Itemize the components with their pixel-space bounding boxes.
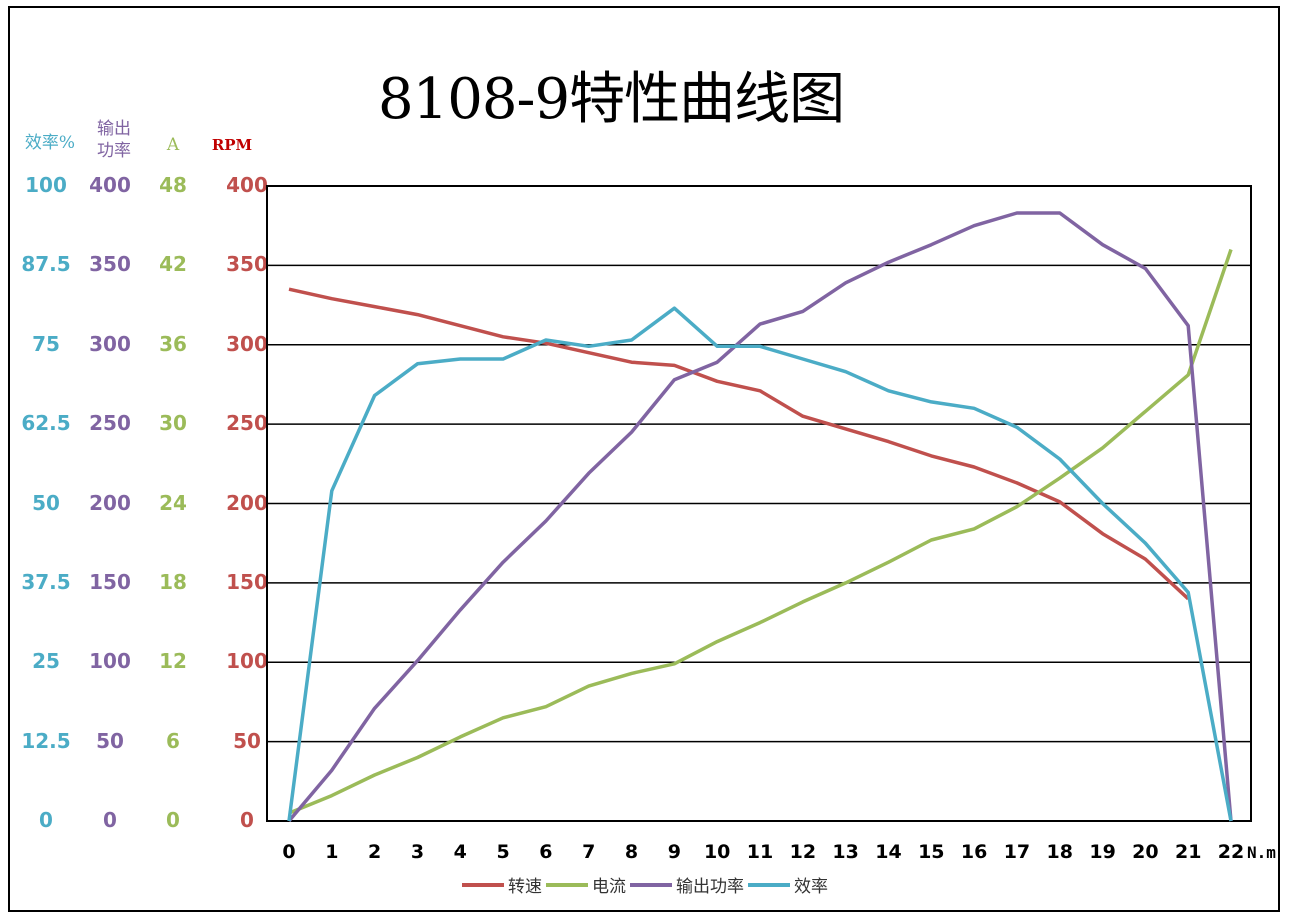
y-tick-label-current: 18 xyxy=(159,569,187,594)
efficiency-axis-header: 效率% xyxy=(24,133,76,153)
x-tick-label: 14 xyxy=(875,841,902,863)
x-tick-label: 21 xyxy=(1174,841,1202,863)
x-axis-unit: N.m xyxy=(1247,843,1276,862)
x-tick-label: 0 xyxy=(282,841,296,863)
y-tick-label-power: 300 xyxy=(89,331,131,356)
y-tick-label-current: 12 xyxy=(159,649,187,674)
y-tick-label-eff: 100 xyxy=(25,173,67,197)
y-tick-label-eff: 75 xyxy=(32,331,60,356)
x-tick-label: 8 xyxy=(624,841,639,863)
y-tick-label-current: 24 xyxy=(159,490,187,515)
power-axis-header-line2: 功率 xyxy=(97,141,131,161)
x-tick-label: 5 xyxy=(496,841,510,863)
x-tick-label: 17 xyxy=(1003,841,1031,863)
legend-item: 效率 xyxy=(748,872,828,897)
y-tick-label-eff: 0 xyxy=(39,808,53,832)
x-tick-label: 6 xyxy=(539,841,553,863)
y-tick-label-power: 100 xyxy=(89,649,131,674)
legend-item: 电流 xyxy=(546,872,626,897)
x-tick-label: 4 xyxy=(453,841,467,863)
y-tick-label-rpm: 150 xyxy=(226,569,268,594)
x-tick-label: 10 xyxy=(703,841,731,863)
x-tick-label: 1 xyxy=(325,841,339,863)
x-tick-label: 9 xyxy=(667,841,681,863)
x-tick-label: 13 xyxy=(832,841,859,863)
legend-swatch xyxy=(630,882,672,887)
rpm-axis-header: RPM xyxy=(211,136,253,154)
y-tick-label-eff: 87.5 xyxy=(21,252,71,277)
x-tick-label: 7 xyxy=(582,841,596,863)
legend-label: 转速 xyxy=(508,877,542,897)
legend-swatch xyxy=(748,882,790,887)
legend-item: 转速 xyxy=(462,872,542,897)
y-tick-label-power: 350 xyxy=(89,252,131,277)
y-tick-label-current: 30 xyxy=(159,411,187,436)
series-line-电流 xyxy=(288,248,1233,815)
y-tick-label-power: 0 xyxy=(103,808,117,832)
y-tick-label-eff: 25 xyxy=(32,649,60,674)
x-tick-label: 15 xyxy=(918,841,945,863)
current-axis-header: A xyxy=(166,135,180,155)
series-line-效率 xyxy=(287,306,1233,822)
series-line-转速 xyxy=(288,287,1190,601)
x-tick-label: 11 xyxy=(746,841,774,863)
legend-label: 输出功率 xyxy=(676,877,744,897)
y-tick-label-power: 150 xyxy=(89,569,131,594)
y-tick-label-eff: 37.5 xyxy=(21,569,71,594)
legend-label: 效率 xyxy=(794,877,828,897)
y-tick-label-power: 400 xyxy=(89,173,131,197)
y-tick-label-eff: 50 xyxy=(32,490,60,515)
y-tick-label-rpm: 250 xyxy=(226,411,268,436)
x-tick-label: 22 xyxy=(1217,841,1245,863)
y-tick-label-power: 200 xyxy=(89,490,131,515)
y-tick-label-power: 50 xyxy=(96,728,124,753)
y-tick-label-current: 6 xyxy=(166,728,180,753)
x-tick-label: 20 xyxy=(1132,841,1159,863)
y-tick-label-rpm: 400 xyxy=(226,173,268,197)
x-tick-label: 3 xyxy=(410,841,425,863)
x-tick-label: 2 xyxy=(368,841,382,863)
y-tick-label-rpm: 350 xyxy=(226,252,268,277)
y-tick-label-rpm: 300 xyxy=(226,331,268,356)
power-axis-header-line1: 输出 xyxy=(97,119,131,139)
chart-title: 8108-9特性曲线图 xyxy=(378,67,845,132)
y-tick-label-current: 36 xyxy=(159,331,187,356)
legend-label: 电流 xyxy=(592,877,626,897)
legend-item: 输出功率 xyxy=(630,872,744,897)
y-tick-label-rpm: 50 xyxy=(233,728,261,753)
legend: 转速 电流 输出功率 效率 xyxy=(462,872,832,897)
y-tick-label-current: 42 xyxy=(159,252,187,277)
y-tick-label-eff: 12.5 xyxy=(21,728,71,753)
y-tick-label-rpm: 100 xyxy=(226,649,268,674)
y-tick-label-current: 48 xyxy=(159,173,187,197)
y-tick-label-current: 0 xyxy=(166,808,180,832)
y-tick-label-eff: 62.5 xyxy=(21,411,71,436)
legend-swatch xyxy=(546,882,588,887)
x-tick-label: 19 xyxy=(1089,841,1116,863)
y-tick-label-rpm: 200 xyxy=(226,490,268,515)
legend-swatch xyxy=(462,882,504,887)
x-tick-label: 16 xyxy=(960,841,988,863)
x-tick-label: 18 xyxy=(1046,841,1073,863)
power-axis-header: 输出 功率 xyxy=(84,118,144,162)
y-tick-label-power: 250 xyxy=(89,411,131,436)
chart-frame xyxy=(8,6,1280,912)
x-tick-label: 12 xyxy=(789,841,817,863)
series-line-输出功率 xyxy=(287,211,1233,823)
y-tick-label-rpm: 0 xyxy=(240,808,254,832)
